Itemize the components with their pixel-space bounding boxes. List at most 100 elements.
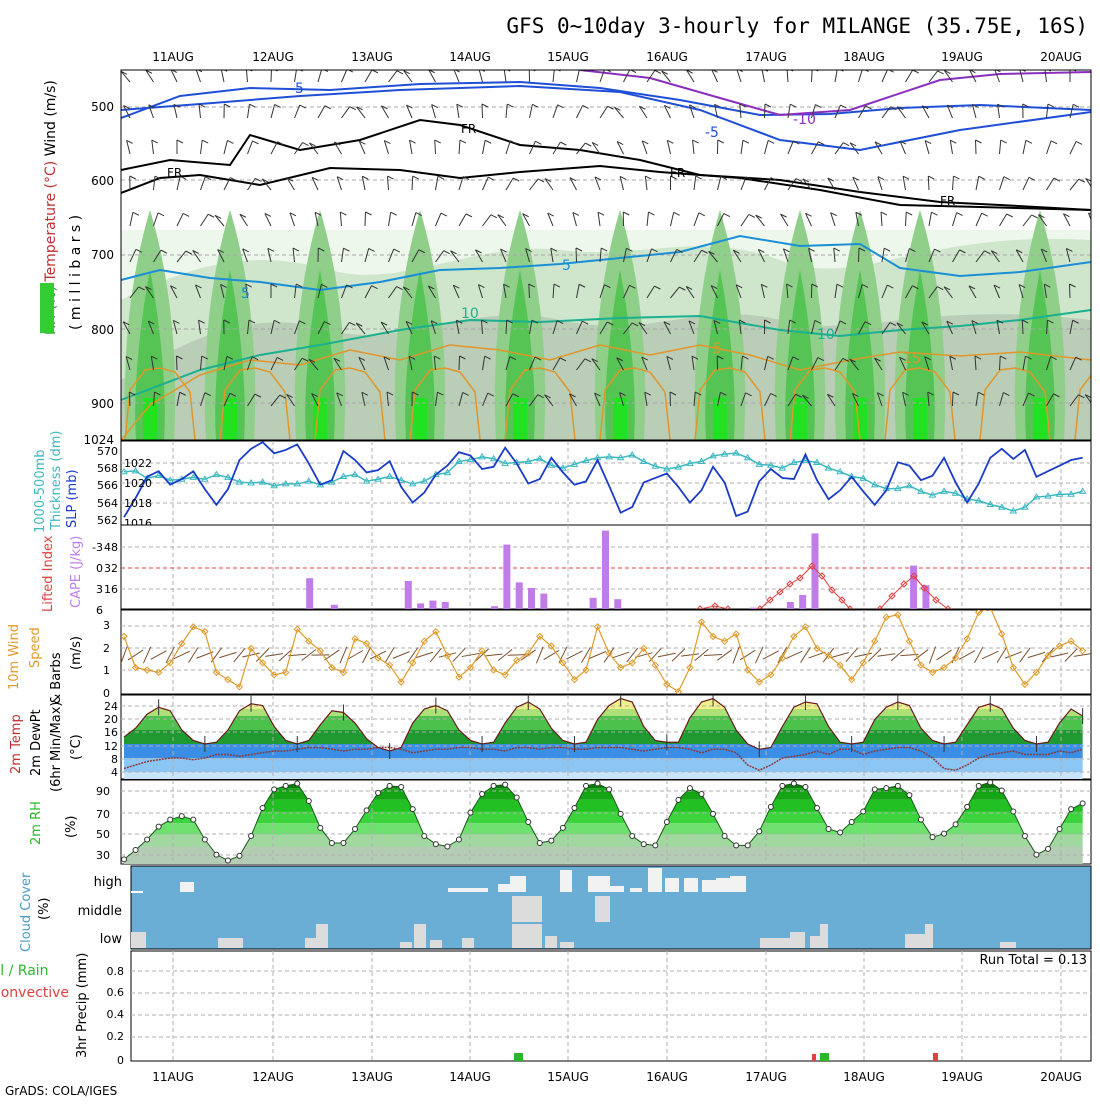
- precip-bar-rain: [514, 1053, 523, 1061]
- cloud-bar-middle: [595, 896, 610, 922]
- rh-point: [480, 792, 485, 797]
- top-date-label: 11AUG: [152, 50, 194, 64]
- rh-point: [826, 827, 831, 832]
- rh-point: [133, 848, 138, 853]
- cloud-bar-high: [730, 876, 746, 892]
- rh-shade: [713, 398, 727, 440]
- bottom-date-label: 19AUG: [941, 1070, 983, 1084]
- footer-credit: GrADS: COLA/IGES: [5, 1084, 117, 1098]
- wind-barb: [1094, 142, 1100, 154]
- cloud-bar-low: [430, 940, 442, 948]
- cape-bar: [602, 531, 609, 609]
- rh-shading: [121, 210, 1091, 440]
- rh-color-key: [40, 283, 54, 333]
- rh-point: [895, 783, 900, 788]
- rh-point: [272, 787, 277, 792]
- wind-barb: [1094, 358, 1100, 370]
- top-date-label: 17AUG: [745, 50, 787, 64]
- temp-ylabel3: (6hr Min/Max): [49, 702, 64, 792]
- rh-point: [445, 844, 450, 849]
- temp-ylabel4: (°C): [69, 734, 84, 760]
- wind-barb: [1094, 284, 1095, 298]
- rh-point: [191, 817, 196, 822]
- wind-ylabel1: 10m Wind: [7, 624, 22, 690]
- rh-point: [422, 834, 427, 839]
- cape-bar: [799, 595, 806, 609]
- cloud-bar-high: [498, 884, 510, 892]
- contour-label: 5: [562, 258, 571, 274]
- top-date-label: 12AUG: [252, 50, 294, 64]
- precip-tick: 0.2: [107, 1030, 125, 1043]
- contour-label: FR: [670, 166, 685, 180]
- rh-point: [630, 834, 635, 839]
- li-tick: -3: [92, 541, 103, 554]
- wind-barb-flag: [1095, 284, 1100, 287]
- rh-point: [607, 787, 612, 792]
- rh-point: [549, 838, 554, 843]
- top-date-axis: 11AUG 12AUG 13AUG 14AUG 15AUG 16AUG 17AU…: [152, 50, 1082, 64]
- rh-point: [122, 857, 127, 862]
- rh-point: [410, 807, 415, 812]
- cloud-bar-high: [448, 888, 488, 892]
- rh-point: [641, 842, 646, 847]
- pressure-tick: 500: [91, 100, 114, 114]
- wind-tick: 2: [103, 642, 110, 655]
- rh-ylabel1: 2m RH: [29, 801, 44, 845]
- top-date-label: 13AUG: [351, 50, 393, 64]
- bottom-date-label: 20AUG: [1040, 1070, 1082, 1084]
- cloud-ylabel1: Cloud Cover: [19, 872, 34, 952]
- cape-tick: 48: [104, 541, 118, 554]
- rh-point: [653, 843, 658, 848]
- chart-title: GFS 0~10day 3-hourly for MILANGE (35.75E…: [506, 14, 1088, 38]
- rh-point: [353, 827, 358, 832]
- wind-barb: [1094, 105, 1099, 118]
- rh-point: [768, 804, 773, 809]
- rh-point: [803, 785, 808, 790]
- rh-shade: [513, 398, 527, 440]
- rh-point: [884, 786, 889, 791]
- cape-bar: [787, 602, 794, 609]
- rh-ylabel2: (%): [64, 816, 79, 839]
- rh-point: [537, 841, 542, 846]
- thickness-ylabel2: Thickness (dm): [49, 431, 64, 531]
- cape-bar: [331, 605, 338, 609]
- cloud-ylabel2: (%): [37, 898, 52, 921]
- contour-label: 5: [713, 341, 722, 357]
- precip-bar-convective: [933, 1053, 938, 1061]
- rh-point: [861, 809, 866, 814]
- cape-bar: [503, 545, 510, 609]
- rh-point: [849, 820, 854, 825]
- rh-point: [225, 858, 230, 863]
- cape-bar: [306, 578, 313, 609]
- contour-label: -10: [793, 112, 816, 128]
- temp-tick: 4: [111, 766, 118, 779]
- upper-air-panel: -5 -5 -10 FR FR FR FR 5 5 10 10 5 15 500…: [40, 68, 1100, 447]
- wind-tick: 0: [103, 687, 110, 700]
- cloud-bar-high: [684, 878, 698, 892]
- lifted-index-ylabel: Lifted Index: [41, 535, 56, 612]
- rh-tick: 30: [96, 849, 110, 862]
- temp-tick: 20: [104, 713, 118, 726]
- cape-bar: [540, 594, 547, 609]
- wind-ylabel4: (m/s): [69, 636, 84, 670]
- cape-bar: [429, 601, 436, 609]
- rh-shade: [913, 398, 927, 440]
- cloud-bar-middle: [512, 896, 542, 922]
- cloud-bar-high: [131, 891, 143, 893]
- rh-point: [376, 790, 381, 795]
- thickness-ylabel1: 1000-500mb: [33, 449, 48, 533]
- rh-point: [791, 781, 796, 786]
- rh-shade: [613, 398, 627, 440]
- cloud-bar-low: [1000, 942, 1016, 948]
- top-date-label: 14AUG: [449, 50, 491, 64]
- cloud-bar-low: [512, 924, 542, 948]
- cloud-bar-high: [716, 878, 730, 892]
- temp-tick: 16: [104, 726, 118, 739]
- rh-point: [676, 797, 681, 802]
- precip-tick: 0.4: [107, 1008, 125, 1021]
- rh-point: [942, 831, 947, 836]
- rh-point: [1034, 852, 1039, 857]
- cloud-bar-high: [588, 876, 610, 892]
- rh-point: [1080, 801, 1085, 806]
